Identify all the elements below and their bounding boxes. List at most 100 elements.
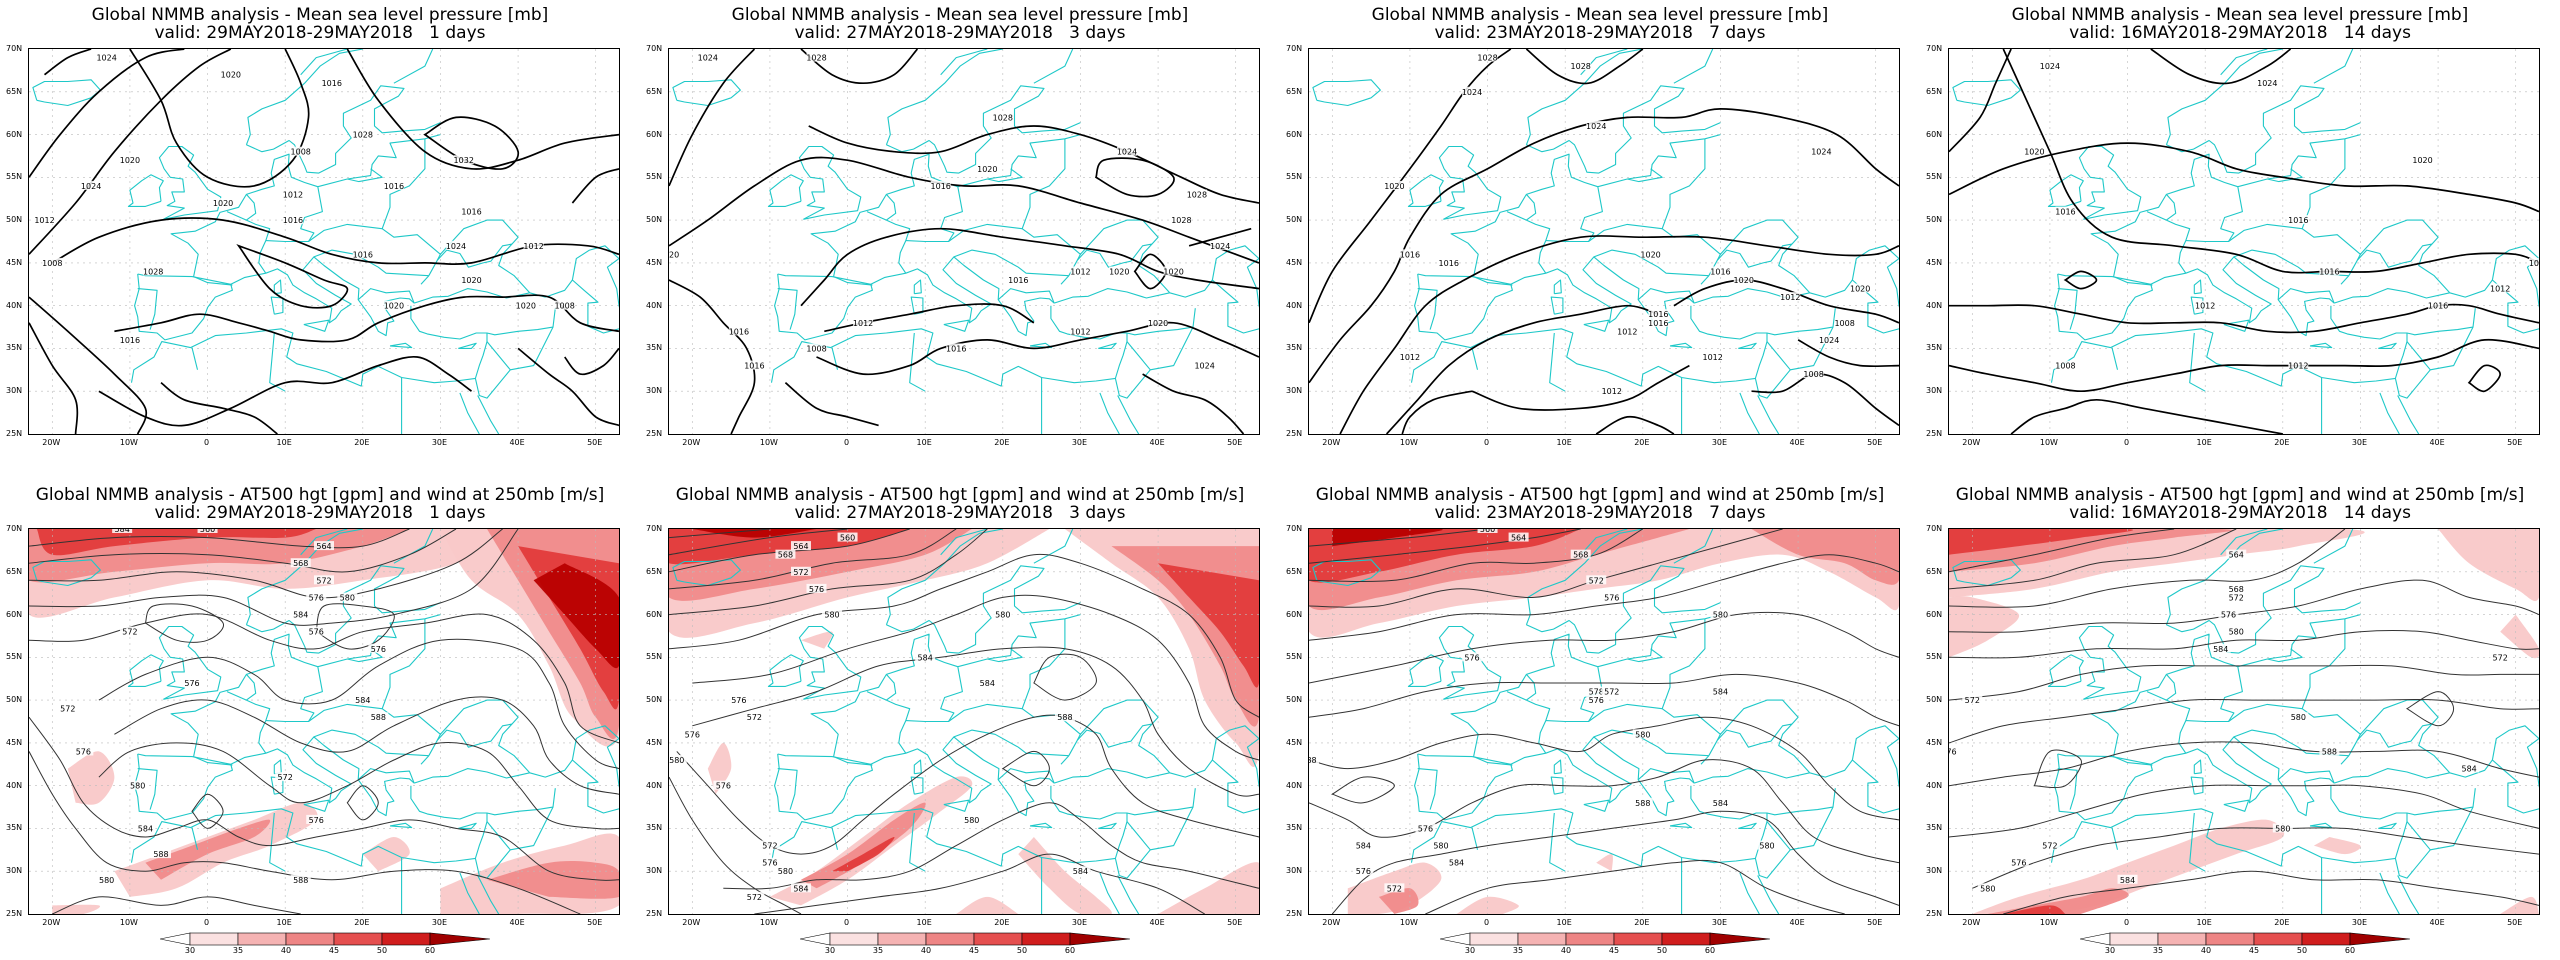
colorbar-graphic [160, 932, 490, 946]
contour-line-12 [1094, 157, 1175, 198]
coastline-17 [273, 759, 282, 775]
contour-line-2 [808, 125, 1259, 204]
coastline-25 [1021, 138, 1066, 229]
contour-line-9 [784, 382, 879, 427]
contour-label-bg [1586, 575, 1607, 585]
contour-line-15 [43, 49, 92, 76]
contour-label-bg [1702, 352, 1723, 361]
coastline-39 [1580, 529, 1628, 556]
contour-label-bg [1171, 215, 1192, 225]
coastline-23 [2185, 223, 2361, 261]
contour-line-7 [692, 646, 1259, 797]
coastline-28 [2359, 699, 2439, 735]
lon-tick-label: 20E [354, 438, 370, 447]
coastline-11 [885, 529, 1003, 625]
panel-valid-period: valid: 27MAY2018-29MAY2018 3 days [794, 23, 1126, 43]
lat-tick-label: 25N [646, 429, 663, 438]
lon-tick-label: 50E [2507, 918, 2523, 927]
coastline-27 [2277, 288, 2335, 304]
coastline-4 [2333, 288, 2450, 304]
lat-tick-label: 40N [1926, 300, 1943, 310]
lat-tick-label: 70N [1926, 44, 1943, 53]
contour-line-11 [236, 244, 349, 309]
contour-label: 1024 [1194, 362, 1214, 371]
coastline-5 [2348, 723, 2451, 774]
coastline-17 [913, 759, 922, 775]
coastline-17 [2193, 759, 2202, 775]
lat-tick-label: 60N [6, 129, 23, 139]
contour-label-bg [1780, 292, 1801, 302]
contour-label-bg [2319, 266, 2340, 276]
contour-label: 576 [762, 859, 777, 868]
contour-label-bg [2210, 643, 2231, 653]
contour-label-bg [150, 849, 171, 859]
contour-label-bg [2195, 300, 2216, 310]
contour-line-12 [564, 347, 619, 376]
coastline-30 [137, 288, 158, 330]
lat-tick-label: 40N [1286, 780, 1303, 790]
coastline-29 [2165, 194, 2177, 221]
coastline-20 [1738, 822, 1757, 829]
contour-line-9 [669, 776, 802, 914]
colorbar-cell [2205, 932, 2255, 946]
contour-label-bg [1353, 840, 1374, 850]
coastline-23 [1545, 223, 1721, 261]
contour-label: 1016 [2055, 208, 2075, 217]
contour-label: 1024 [2040, 62, 2060, 71]
contour-label: 1028 [143, 267, 163, 276]
coastline-9 [1099, 872, 1120, 914]
contour-label: 564 [2229, 551, 2244, 560]
contour-label-bg [822, 609, 843, 619]
contour-label-bg [445, 240, 466, 250]
contour-label: 572 [2042, 842, 2057, 851]
coastline-39 [300, 529, 348, 556]
coastline-32 [269, 812, 286, 872]
contour-label: 572 [60, 705, 75, 714]
coastline-14 [2047, 174, 2084, 207]
lon-tick-label: 20E [354, 918, 370, 927]
coastline-21 [2113, 756, 2153, 766]
coastline-13 [798, 625, 862, 700]
colorbar-cell [381, 932, 431, 946]
coastline-30 [2057, 288, 2078, 330]
contour-label-bg [1163, 266, 1184, 276]
lat-tick-label: 35N [646, 823, 663, 833]
contour-label: 588 [2322, 747, 2337, 756]
coastline-14 [127, 174, 164, 207]
lon-tick-label: 10W [759, 438, 778, 447]
lon-tick-label: 10E [916, 438, 932, 447]
lon-tick-label: 20W [682, 918, 701, 927]
coastline-22 [226, 691, 271, 754]
coastline-12 [2166, 85, 2361, 174]
coastline-28 [439, 699, 519, 735]
contour-line-6 [114, 696, 619, 795]
contour-label-bg [930, 180, 951, 190]
coastline-12 [1526, 565, 1721, 654]
coastline-37 [1754, 849, 1791, 879]
coastline-29 [1525, 194, 1537, 221]
contour-label: 588 [1635, 799, 1650, 808]
colorbar-tick-label: 45 [328, 946, 340, 955]
contour-label: 1020 [2024, 148, 2044, 157]
contour-label-bg [2055, 206, 2076, 216]
lon-tick-label: 10E [2196, 438, 2212, 447]
contour-label: 1016 [1439, 259, 1459, 268]
contour-label: 576 [2011, 859, 2026, 868]
contour-label-bg [1570, 549, 1591, 559]
contour-line-1 [1309, 108, 1899, 384]
coastline-37 [474, 369, 511, 399]
contour-label-bg [669, 755, 687, 764]
lon-tick-label: 40E [1149, 438, 1165, 447]
lon-tick-label: 0 [1484, 438, 1490, 447]
contour-label-bg [2428, 300, 2449, 310]
panel-valid-period: valid: 29MAY2018-29MAY2018 1 days [154, 23, 486, 43]
coastline-28 [439, 219, 519, 255]
lat-tick-label: 45N [1926, 257, 1943, 267]
contour-line-3 [29, 529, 519, 626]
coastline-5 [2348, 243, 2451, 294]
contour-label: 1028 [1187, 190, 1207, 199]
contour-label-bg [1570, 61, 1591, 71]
lon-tick-label: 20W [1322, 438, 1341, 447]
coastline-30 [777, 288, 798, 330]
coastline-3 [2330, 785, 2408, 859]
